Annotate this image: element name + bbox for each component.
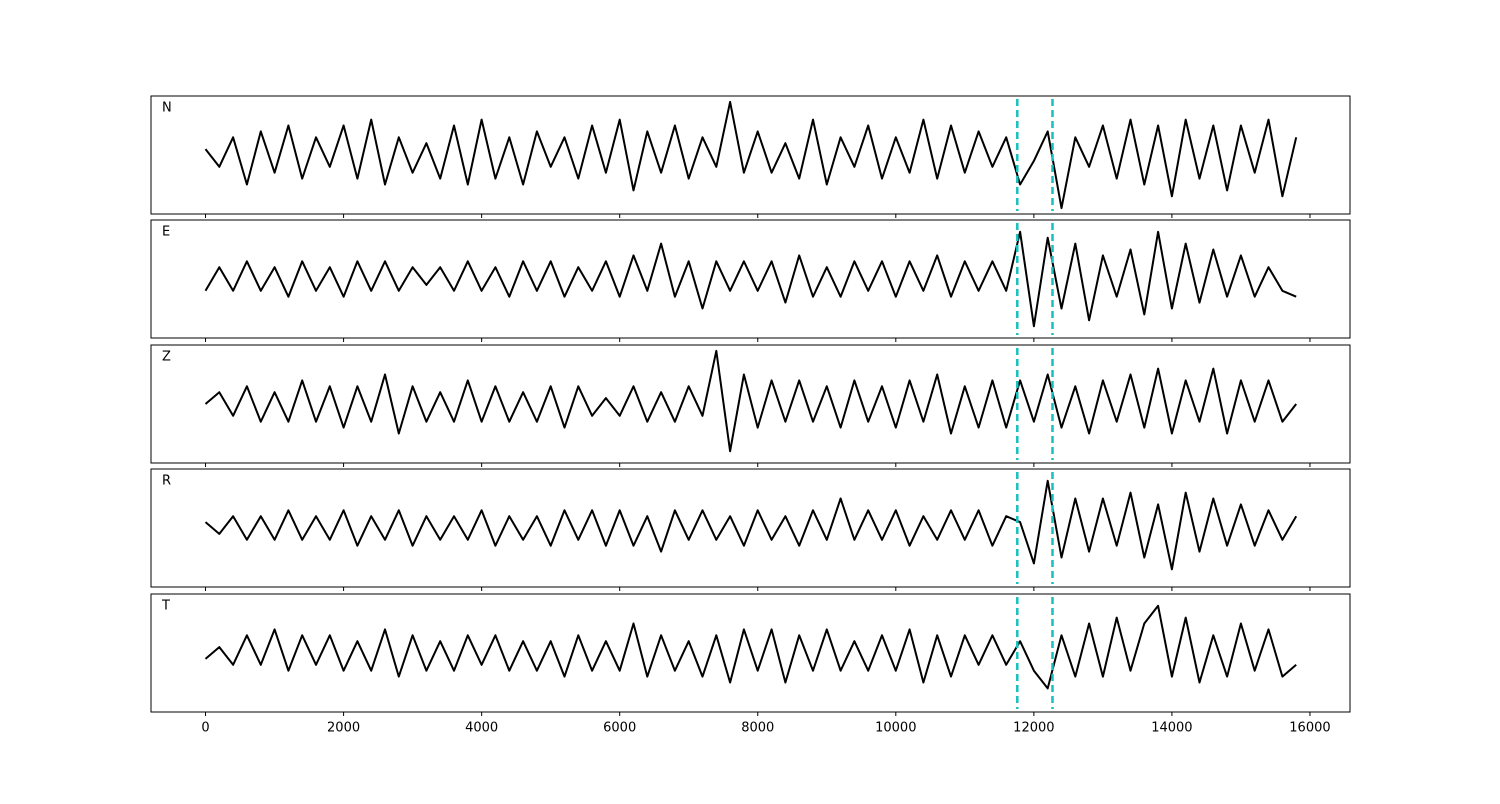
trace <box>204 479 1298 571</box>
x-tick-label: 8000 <box>741 721 774 736</box>
panel-frame <box>150 95 1351 215</box>
x-tick-label: 12000 <box>1013 721 1054 736</box>
x-tick-label: 2000 <box>327 721 360 736</box>
x-tick-label: 14000 <box>1151 721 1192 736</box>
x-tick-label: 0 <box>201 721 209 736</box>
trace-label: Z <box>162 350 171 365</box>
trace <box>204 349 1297 453</box>
trace-label: E <box>162 225 170 240</box>
trace <box>204 230 1297 328</box>
trace-label: R <box>162 474 171 489</box>
panel-frame <box>150 344 1351 464</box>
trace-label: T <box>161 599 170 614</box>
x-tick-label: 4000 <box>465 721 498 736</box>
x-tick-label: 16000 <box>1289 721 1330 736</box>
trace-label: N <box>162 101 172 116</box>
trace <box>204 604 1297 690</box>
panel-frame <box>150 468 1351 588</box>
panel-frame <box>150 219 1351 339</box>
x-tick-label: 10000 <box>875 721 916 736</box>
panel-frame <box>150 593 1351 713</box>
x-tick-label: 6000 <box>603 721 636 736</box>
trace <box>204 100 1298 210</box>
